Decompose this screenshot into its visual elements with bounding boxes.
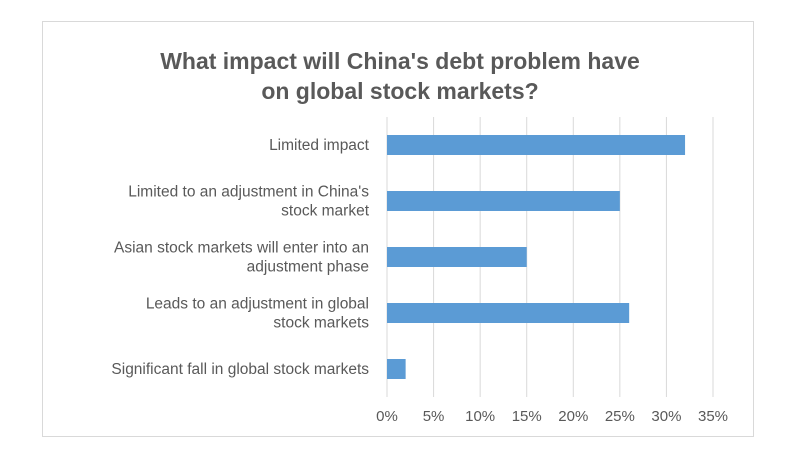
category-label-line: Limited impact xyxy=(269,137,370,154)
bar xyxy=(387,359,406,379)
category-label: Asian stock markets will enter into an ad… xyxy=(114,240,369,276)
bar xyxy=(387,135,686,155)
category-label-line: Limited to an adjustment in China's xyxy=(128,184,369,201)
bar xyxy=(387,303,630,323)
category-label-line: adjustment phase xyxy=(247,259,369,276)
category-labels: Limited impact Limited to an adjustment i… xyxy=(111,137,369,378)
bar xyxy=(387,247,527,267)
category-label: Leads to an adjustment in global stock ma… xyxy=(146,296,369,332)
category-label-line: Significant fall in global stock markets xyxy=(111,361,369,378)
bar xyxy=(387,191,620,211)
chart-title: What impact will China's debt problem ha… xyxy=(0,46,800,106)
x-tick-label: 0% xyxy=(376,408,398,425)
x-tick-label: 35% xyxy=(698,408,728,425)
category-label: Limited to an adjustment in China's stock… xyxy=(128,184,369,220)
category-label-line: stock market xyxy=(281,203,370,220)
chart-title-line-2: on global stock markets? xyxy=(261,78,539,104)
x-tick-labels: 0% 5% 10% 15% 20% 25% 30% 35% xyxy=(376,408,728,425)
category-label: Significant fall in global stock markets xyxy=(111,361,369,378)
x-tick-label: 5% xyxy=(423,408,445,425)
x-tick-label: 20% xyxy=(558,408,588,425)
x-tick-label: 25% xyxy=(605,408,635,425)
chart-title-line-1: What impact will China's debt problem ha… xyxy=(160,48,640,74)
category-label: Limited impact xyxy=(269,137,370,154)
x-tick-label: 10% xyxy=(465,408,495,425)
x-tick-label: 15% xyxy=(512,408,542,425)
category-label-line: stock markets xyxy=(273,315,369,332)
bars xyxy=(387,135,686,379)
x-tick-label: 30% xyxy=(651,408,681,425)
category-label-line: Leads to an adjustment in global xyxy=(146,296,369,313)
category-label-line: Asian stock markets will enter into an xyxy=(114,240,369,257)
